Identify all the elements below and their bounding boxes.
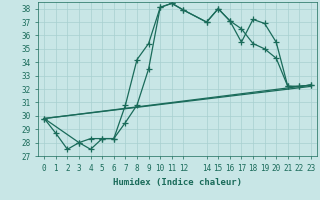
- X-axis label: Humidex (Indice chaleur): Humidex (Indice chaleur): [113, 178, 242, 187]
